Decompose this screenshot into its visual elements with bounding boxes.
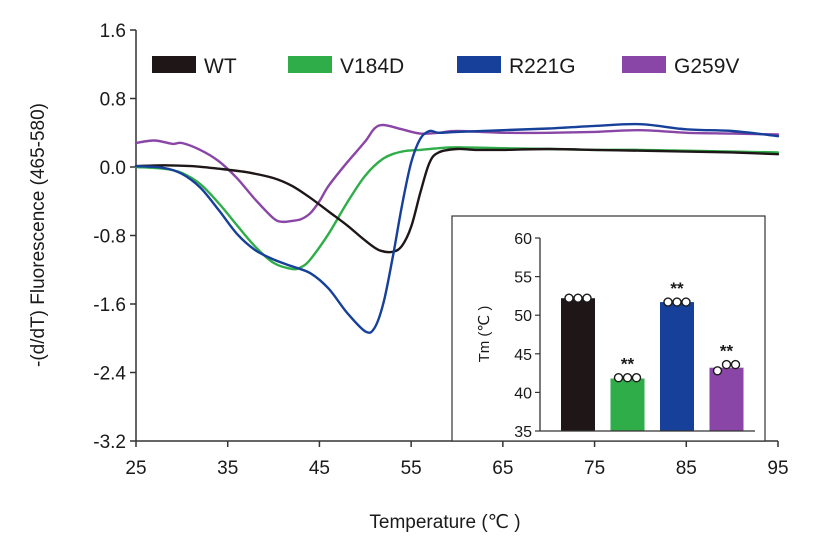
legend-label-wt: WT bbox=[204, 55, 237, 78]
main-series-lines bbox=[134, 122, 780, 334]
x-ticks: 25 35 45 55 65 75 85 95 bbox=[125, 441, 789, 479]
x-tick-label: 95 bbox=[767, 458, 788, 479]
inset-y-axis-label: Tm (℃ ) bbox=[476, 306, 493, 363]
x-tick-label: 45 bbox=[309, 458, 330, 479]
inset-y-ticks: 60 55 50 45 40 35 bbox=[514, 231, 540, 441]
inset-y-tick-label: 35 bbox=[514, 424, 532, 441]
legend-label-v184d: V184D bbox=[340, 55, 404, 78]
inset-data-point bbox=[622, 373, 633, 383]
series-line-r221g bbox=[134, 122, 780, 334]
x-tick-label: 65 bbox=[492, 458, 513, 479]
significance-marker: ** bbox=[621, 355, 635, 374]
inset-y-tick-label: 40 bbox=[514, 385, 532, 402]
x-tick-label: 75 bbox=[584, 458, 605, 479]
inset-data-point bbox=[712, 366, 723, 376]
tm-inset: 60 55 50 45 40 35 ** ** ** Tm (℃ ) bbox=[451, 215, 766, 442]
inset-y-tick-label: 45 bbox=[514, 347, 532, 364]
y-axis-label: -(d/dT) Fluorescence (465-580) bbox=[28, 103, 49, 367]
y-tick-label: 1.6 bbox=[100, 21, 126, 42]
x-axis-label: Temperature (℃ ) bbox=[369, 512, 520, 533]
inset-data-point bbox=[721, 359, 732, 370]
y-tick-label: -1.6 bbox=[93, 295, 126, 316]
inset-data-point bbox=[564, 293, 574, 303]
inset-y-tick-label: 50 bbox=[514, 308, 532, 325]
series-line-wt bbox=[134, 147, 780, 254]
inset-data-point bbox=[573, 293, 583, 303]
significance-marker: ** bbox=[670, 279, 684, 298]
inset-y-tick-label: 55 bbox=[514, 270, 532, 287]
x-tick-label: 85 bbox=[676, 458, 697, 479]
legend: WT V184D R221G G259V bbox=[152, 55, 739, 78]
legend-swatch-v184d bbox=[288, 56, 332, 73]
inset-data-point bbox=[582, 293, 592, 303]
x-tick-label: 55 bbox=[401, 458, 422, 479]
legend-label-g259v: G259V bbox=[674, 55, 739, 78]
inset-data-point bbox=[672, 297, 682, 307]
y-ticks: 1.6 0.8 0.0 -0.8 -1.6 -2.4 -3.2 bbox=[93, 21, 136, 453]
inset-bar-g259v bbox=[709, 367, 744, 431]
inset-data-point bbox=[730, 359, 741, 370]
inset-bar-wt bbox=[561, 298, 595, 431]
inset-data-point bbox=[663, 297, 673, 307]
legend-label-r221g: R221G bbox=[509, 55, 576, 78]
legend-swatch-r221g bbox=[457, 56, 501, 73]
series-line-g259v bbox=[134, 123, 780, 224]
x-tick-label: 25 bbox=[125, 458, 146, 479]
significance-marker: ** bbox=[720, 342, 734, 361]
y-tick-label: 0.8 bbox=[100, 90, 126, 111]
y-tick-label: -0.8 bbox=[93, 227, 126, 248]
inset-y-tick-label: 60 bbox=[514, 231, 532, 248]
inset-data-point bbox=[613, 373, 624, 383]
y-tick-label: 0.0 bbox=[100, 158, 126, 179]
y-tick-label: -3.2 bbox=[93, 432, 126, 453]
y-tick-label: -2.4 bbox=[93, 364, 126, 385]
inset-bars: ** ** ** bbox=[540, 279, 755, 432]
inset-bar-v184d bbox=[610, 378, 645, 431]
inset-data-point bbox=[681, 297, 691, 307]
legend-swatch-g259v bbox=[622, 56, 666, 73]
legend-swatch-wt bbox=[152, 56, 196, 73]
inset-data-point bbox=[631, 373, 642, 383]
x-tick-label: 35 bbox=[217, 458, 238, 479]
inset-bar-r221g bbox=[660, 302, 694, 431]
